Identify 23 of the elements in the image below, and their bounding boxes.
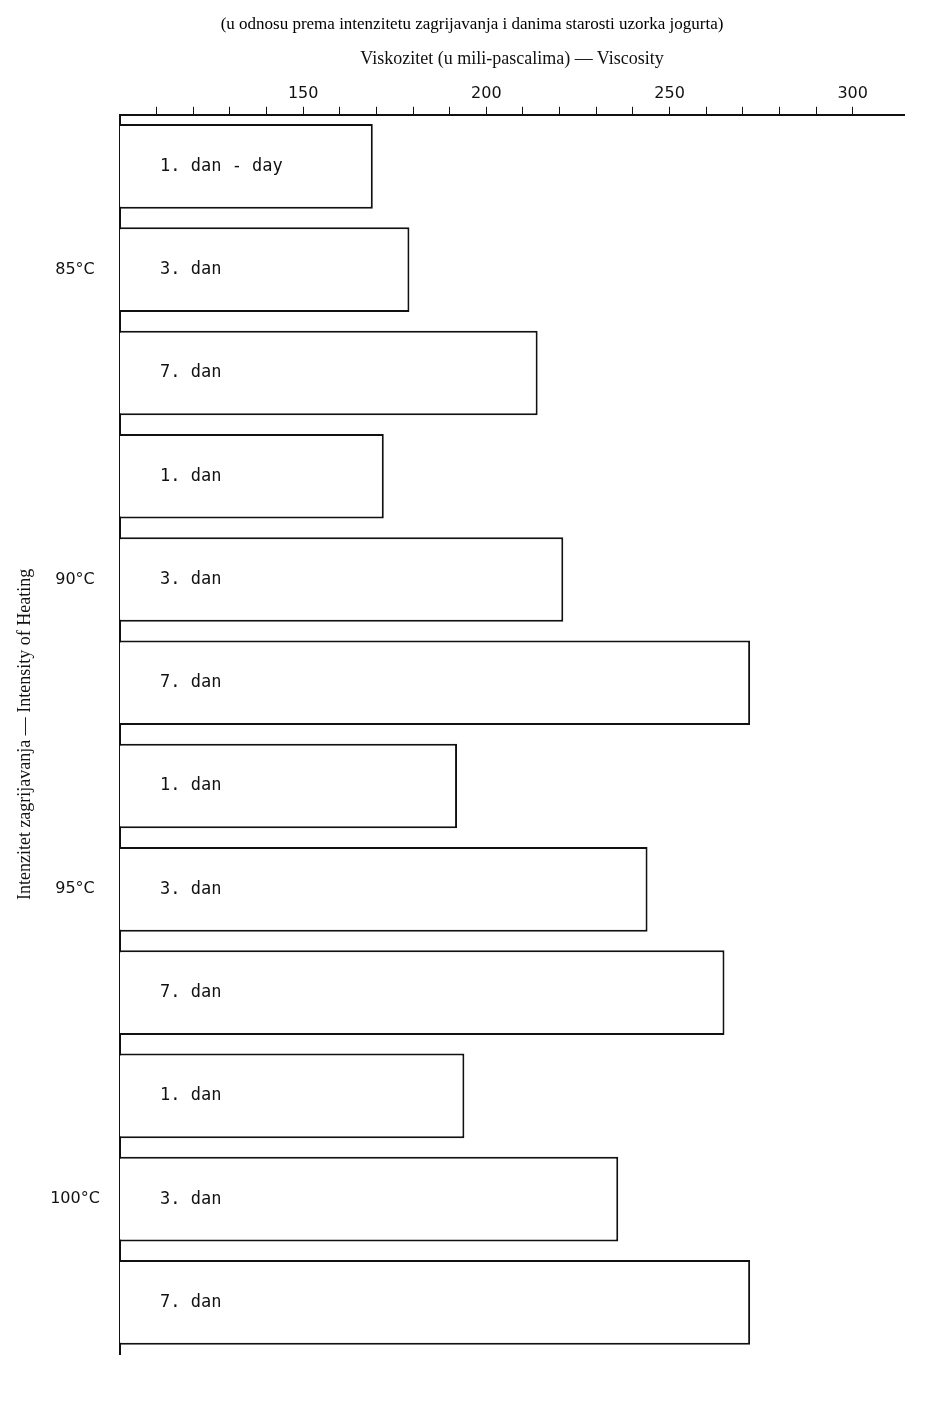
y-tick-label: 3. dan bbox=[160, 1187, 222, 1208]
x-tick-label: 200 bbox=[471, 83, 502, 103]
text: 95°C bbox=[55, 878, 95, 898]
y-tick-label: 1. dan - day bbox=[160, 154, 283, 175]
y-tick-label: 7. dan bbox=[160, 361, 222, 382]
x-tick-label: 250 bbox=[654, 83, 685, 103]
text: 85°C bbox=[55, 258, 95, 278]
x-axis-title: Viskozitet (u mili-pascalima) — Viscosity bbox=[360, 47, 664, 69]
y-tick-label: 3. dan bbox=[160, 567, 222, 588]
chart-subtitle: (u odnosu prema intenzitetu zagrijavanja i danima starosti uzorka jogurta) bbox=[219, 13, 725, 34]
y-tick-label: 1. dan bbox=[160, 464, 222, 485]
y-tick-label: 7. dan bbox=[160, 980, 222, 1001]
y-tick-label: 7. dan bbox=[160, 671, 222, 692]
y-tick-label: 1. dan bbox=[160, 1084, 222, 1105]
y-tick-label: 1. dan bbox=[160, 774, 222, 795]
y-axis-title: Intenzitet zagrijavanja — Intensity of Heating bbox=[13, 568, 34, 901]
y-tick-label: 3. dan bbox=[160, 877, 222, 898]
y-tick-label: 7. dan bbox=[160, 1290, 222, 1311]
text: 100°C bbox=[50, 1188, 100, 1208]
y-tick-label: 3. dan bbox=[160, 258, 222, 279]
text: 90°C bbox=[55, 568, 95, 588]
x-tick-label: 300 bbox=[837, 83, 868, 103]
x-tick-label: 150 bbox=[287, 83, 319, 103]
